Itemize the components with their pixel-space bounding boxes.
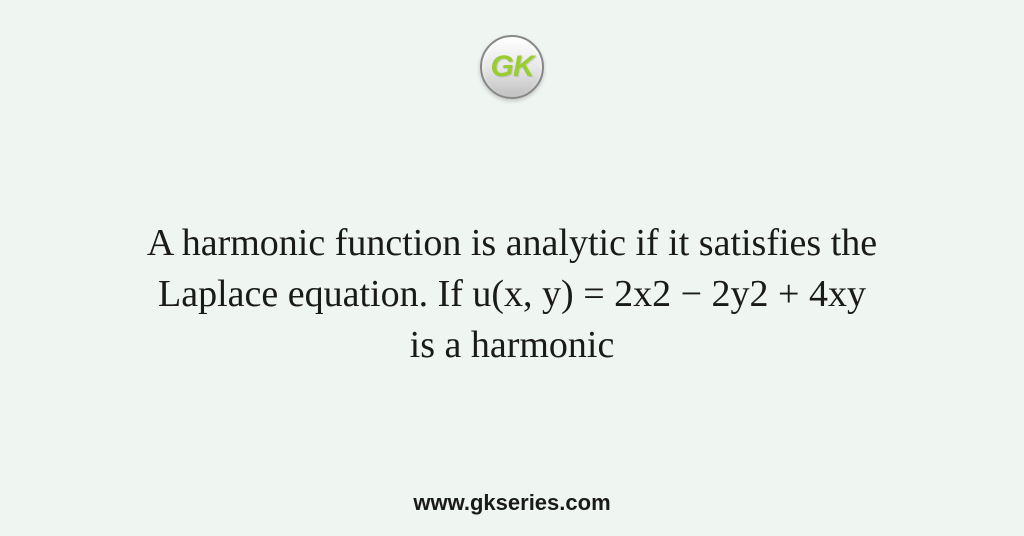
logo-container: GK [480, 35, 544, 99]
main-content-text: A harmonic function is analytic if it sa… [122, 218, 902, 372]
gk-logo: GK [480, 35, 544, 99]
logo-text: GK [491, 50, 534, 84]
footer-url: www.gkseries.com [413, 490, 610, 516]
